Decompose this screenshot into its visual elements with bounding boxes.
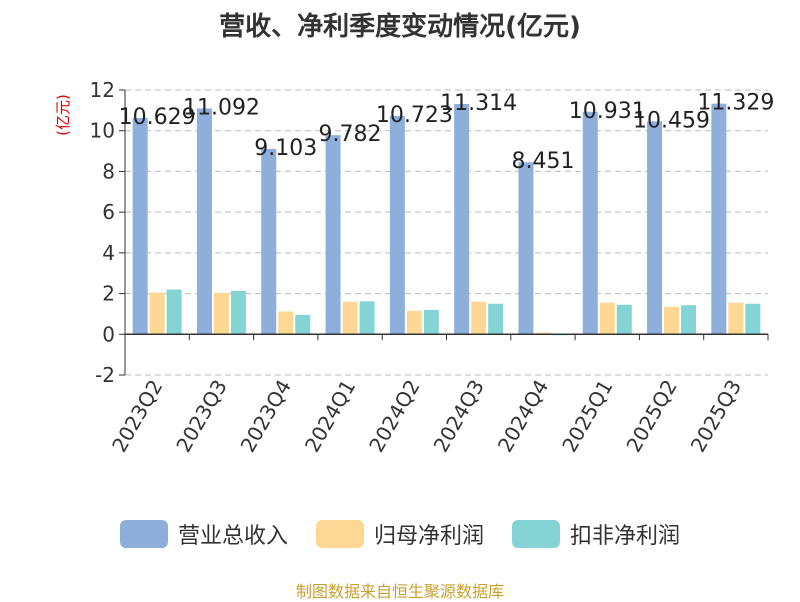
data-label-revenue: 10.931 [569, 99, 646, 124]
legend-item[interactable]: 扣非净利润 [512, 518, 680, 550]
bar-net-profit [599, 302, 615, 335]
legend-swatch [119, 520, 168, 548]
bar-net-profit [213, 292, 229, 335]
x-tick-label: 2024Q1 [300, 376, 360, 457]
chart-title: 营收、净利季度变动情况(亿元) [219, 12, 581, 42]
data-label-revenue: 11.314 [440, 91, 517, 116]
y-tick-label: 6 [102, 200, 115, 224]
legend-item[interactable]: 营业总收入 [119, 518, 288, 550]
bar-net-profit [406, 310, 422, 335]
y-tick-label: 4 [102, 241, 115, 265]
bar-deducted-net-profit [295, 314, 311, 335]
bar-net-profit [471, 301, 487, 335]
x-tick-label: 2024Q4 [493, 376, 553, 457]
legend-label: 扣非净利润 [570, 524, 681, 549]
data-label-revenue: 11.329 [697, 91, 774, 116]
y-axis-label: (亿元) [54, 94, 72, 136]
bar-revenue [389, 115, 405, 335]
legend-label: 营业总收入 [177, 524, 288, 549]
bar-net-profit [728, 302, 744, 335]
x-tick-label: 2024Q3 [429, 376, 489, 457]
y-tick-label: 0 [102, 322, 115, 346]
x-tick-label: 2025Q3 [686, 376, 746, 457]
bar-deducted-net-profit [359, 301, 375, 335]
bar-deducted-net-profit [616, 304, 632, 335]
bar-revenue [518, 162, 534, 335]
data-label-revenue: 8.451 [511, 149, 574, 174]
bar-revenue [647, 121, 663, 335]
x-tick-label: 2025Q1 [557, 376, 617, 457]
bar-net-profit [278, 311, 294, 335]
bar-deducted-net-profit [166, 289, 182, 335]
bar-revenue [325, 135, 341, 335]
bar-deducted-net-profit [488, 303, 504, 335]
bar-revenue [454, 103, 470, 335]
bars [132, 103, 761, 336]
bar-deducted-net-profit [681, 305, 697, 335]
bar-net-profit [535, 332, 551, 335]
bar-net-profit [342, 301, 358, 335]
bar-revenue [261, 148, 277, 335]
bar-revenue [132, 117, 148, 335]
y-tick-label: 2 [102, 282, 115, 306]
bar-net-profit [664, 306, 680, 335]
bar-deducted-net-profit [423, 309, 439, 335]
bar-revenue [196, 108, 212, 335]
data-label-revenue: 9.782 [319, 122, 382, 147]
data-label-revenue: 10.459 [633, 108, 710, 133]
legend-label: 归母净利润 [373, 524, 484, 549]
data-label-revenue: 11.092 [183, 95, 260, 120]
x-tick-label: 2024Q2 [364, 376, 424, 457]
bar-revenue [711, 103, 727, 335]
x-tick-label: 2023Q4 [236, 376, 296, 457]
y-tick-label: 12 [90, 78, 115, 102]
legend-swatch [512, 520, 560, 548]
x-tick-label: 2023Q2 [107, 376, 167, 457]
x-tick-label: 2025Q2 [621, 376, 681, 457]
source-note: 制图数据来自恒生聚源数据库 [295, 582, 504, 601]
legend: 营业总收入 归母净利润 扣非净利润 [0, 518, 800, 550]
y-tick-label: -2 [95, 363, 115, 387]
data-label-revenue: 9.103 [254, 136, 317, 161]
legend-swatch [315, 520, 364, 548]
bar-net-profit [149, 292, 165, 335]
y-tick-label: 8 [102, 159, 115, 183]
bar-deducted-net-profit [230, 290, 246, 335]
legend-item[interactable]: 归母净利润 [315, 518, 484, 550]
x-tick-label: 2023Q3 [171, 376, 231, 457]
y-tick-label: 10 [90, 119, 115, 143]
bar-revenue [582, 111, 598, 335]
data-label-revenue: 10.629 [119, 105, 196, 130]
bar-deducted-net-profit [745, 303, 761, 335]
data-label-revenue: 10.723 [376, 103, 453, 128]
